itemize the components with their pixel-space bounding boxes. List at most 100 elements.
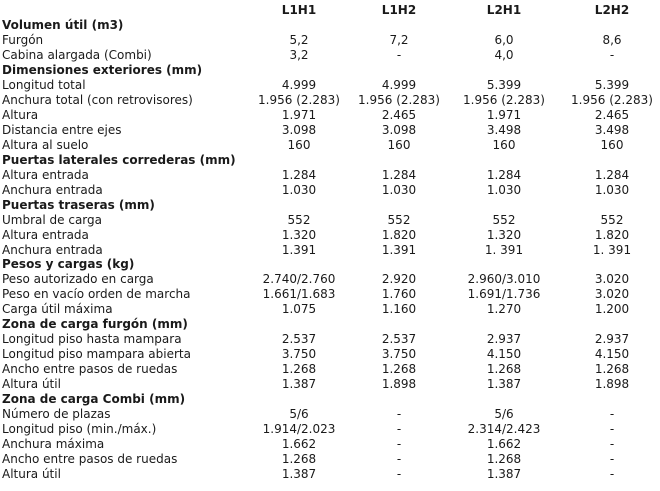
row-label: Altura al suelo <box>2 137 89 152</box>
row-label: Peso en vacío orden de marcha <box>2 287 191 302</box>
row-label: Ancho entre pasos de ruedas <box>2 362 178 377</box>
table-row: Altura al suelo 160 160 160 160 <box>0 138 660 153</box>
value-cell-l2h2: 1. 391 <box>592 242 632 257</box>
value-cell-l2h1: 3.498 <box>486 122 522 137</box>
table-row: Altura entrada 1.284 1.284 1.284 1.284 <box>0 168 660 183</box>
section-row: Zona de carga furgón (mm) <box>0 317 660 332</box>
value-cell-l1h1: 1.268 <box>281 452 317 467</box>
value-cell-l2h2: - <box>609 437 615 452</box>
value-cell-l1h1: 1.661/1.683 <box>262 287 336 302</box>
row-label: Ancho entre pasos de ruedas <box>2 452 178 467</box>
value-cell-l1h2: 1.956 (2.283) <box>358 92 440 107</box>
value-cell-l1h2: 1.898 <box>381 377 417 392</box>
value-cell-l1h1: 3,2 <box>289 47 309 62</box>
table-row: Longitud piso hasta mampara 2.537 2.537 2.9… <box>0 332 660 347</box>
value-cell-l1h2: 1.284 <box>381 167 417 182</box>
value-cell-l2h2: 8,6 <box>602 32 622 47</box>
table-row: Ancho entre pasos de ruedas 1.268 1.268 1.2… <box>0 362 660 377</box>
value-cell-l2h2: 1.820 <box>594 227 630 242</box>
section-heading: Puertas laterales correderas (mm) <box>2 152 236 167</box>
value-cell-l1h2: 2.920 <box>381 272 417 287</box>
row-label: Altura útil <box>2 467 61 482</box>
section-heading: Dimensiones exteriores (mm) <box>2 62 203 77</box>
value-cell-l2h2: 3.498 <box>594 122 630 137</box>
table-row: Distancia entre ejes 3.098 3.098 3.498 3.498 <box>0 123 660 138</box>
table-row: Ancho entre pasos de ruedas 1.268 - 1.268 - <box>0 452 660 467</box>
value-cell-l2h1: 2.960/3.010 <box>467 272 541 287</box>
table-row: Altura 1.971 2.465 1.971 2.465 <box>0 108 660 123</box>
specifications-table: L1H1 L1H2 L2H1 L2H2 Volumen útil (m3) Fur… <box>0 3 660 482</box>
value-cell-l1h2: 2.537 <box>381 332 417 347</box>
row-label: Distancia entre ejes <box>2 122 122 137</box>
column-header-l1h1: L1H1 <box>281 3 317 17</box>
table-row: Cabina alargada (Combi) 3,2 - 4,0 - <box>0 48 660 63</box>
value-cell-l1h2: 2.465 <box>381 107 417 122</box>
section-row: Puertas traseras (mm) <box>0 198 660 213</box>
value-cell-l2h1: 5/6 <box>494 407 514 422</box>
value-cell-l2h1: 552 <box>492 212 516 227</box>
value-cell-l2h2: 552 <box>600 212 624 227</box>
value-cell-l1h1: 2.537 <box>281 332 317 347</box>
column-header-l1h2: L1H2 <box>381 3 417 17</box>
header-row: L1H1 L1H2 L2H1 L2H2 <box>0 3 660 18</box>
row-label: Altura útil <box>2 377 61 392</box>
value-cell-l2h2: 1.030 <box>594 182 630 197</box>
header-blank-cell <box>0 3 244 18</box>
value-cell-l1h1: 160 <box>287 137 311 152</box>
value-cell-l1h1: 1.914/2.023 <box>262 422 336 437</box>
value-cell-l2h1: 1.284 <box>486 167 522 182</box>
value-cell-l2h2: - <box>609 47 615 62</box>
value-cell-l1h1: 1.387 <box>281 467 317 482</box>
value-cell-l1h2: 1.030 <box>381 182 417 197</box>
value-cell-l1h1: 1.956 (2.283) <box>258 92 340 107</box>
row-label: Cabina alargada (Combi) <box>2 47 152 62</box>
value-cell-l2h1: 2.937 <box>486 332 522 347</box>
value-cell-l2h2: 160 <box>600 137 624 152</box>
value-cell-l1h1: 4.999 <box>281 77 317 92</box>
value-cell-l2h2: 2.465 <box>594 107 630 122</box>
value-cell-l2h1: 1. 391 <box>484 242 524 257</box>
section-heading: Pesos y cargas (kg) <box>2 257 135 272</box>
section-row: Volumen útil (m3) <box>0 18 660 33</box>
value-cell-l1h1: 1.268 <box>281 362 317 377</box>
value-cell-l1h1: 1.387 <box>281 377 317 392</box>
value-cell-l2h1: 1.270 <box>486 302 522 317</box>
row-label: Umbral de carga <box>2 212 102 227</box>
value-cell-l1h2: - <box>396 47 402 62</box>
table-body: Volumen útil (m3) Furgón 5,2 7,2 6,0 8,6 Cabin… <box>0 18 660 482</box>
table-row: Furgón 5,2 7,2 6,0 8,6 <box>0 33 660 48</box>
value-cell-l2h2: 3.020 <box>594 272 630 287</box>
value-cell-l1h2: - <box>396 422 402 437</box>
value-cell-l1h1: 1.391 <box>281 242 317 257</box>
value-cell-l1h2: 1.820 <box>381 227 417 242</box>
value-cell-l1h1: 3.750 <box>281 347 317 362</box>
row-label: Furgón <box>2 32 44 47</box>
value-cell-l2h2: - <box>609 467 615 482</box>
value-cell-l2h1: 4.150 <box>486 347 522 362</box>
value-cell-l1h1: 1.320 <box>281 227 317 242</box>
value-cell-l1h1: 1.971 <box>281 107 317 122</box>
section-row: Puertas laterales correderas (mm) <box>0 153 660 168</box>
table-row: Anchura entrada 1.391 1.391 1. 391 1. 391 <box>0 243 660 258</box>
column-header-l2h2: L2H2 <box>594 3 630 17</box>
value-cell-l1h2: - <box>396 437 402 452</box>
value-cell-l2h2: 3.020 <box>594 287 630 302</box>
value-cell-l1h1: 5/6 <box>289 407 309 422</box>
value-cell-l2h1: 1.268 <box>486 452 522 467</box>
table-row: Umbral de carga 552 552 552 552 <box>0 213 660 228</box>
value-cell-l1h2: 552 <box>387 212 411 227</box>
value-cell-l2h1: 5.399 <box>486 77 522 92</box>
row-label: Anchura total (con retrovisores) <box>2 92 193 107</box>
table-row: Altura entrada 1.320 1.820 1.320 1.820 <box>0 228 660 243</box>
value-cell-l2h1: 1.387 <box>486 467 522 482</box>
section-row: Dimensiones exteriores (mm) <box>0 63 660 78</box>
table-row: Anchura entrada 1.030 1.030 1.030 1.030 <box>0 183 660 198</box>
table-row: Altura útil 1.387 - 1.387 - <box>0 467 660 482</box>
value-cell-l1h1: 1.662 <box>281 437 317 452</box>
value-cell-l2h2: 1.268 <box>594 362 630 377</box>
value-cell-l2h1: 1.691/1.736 <box>467 287 541 302</box>
value-cell-l2h2: 1.200 <box>594 302 630 317</box>
value-cell-l1h2: 3.750 <box>381 347 417 362</box>
value-cell-l2h1: 160 <box>492 137 516 152</box>
